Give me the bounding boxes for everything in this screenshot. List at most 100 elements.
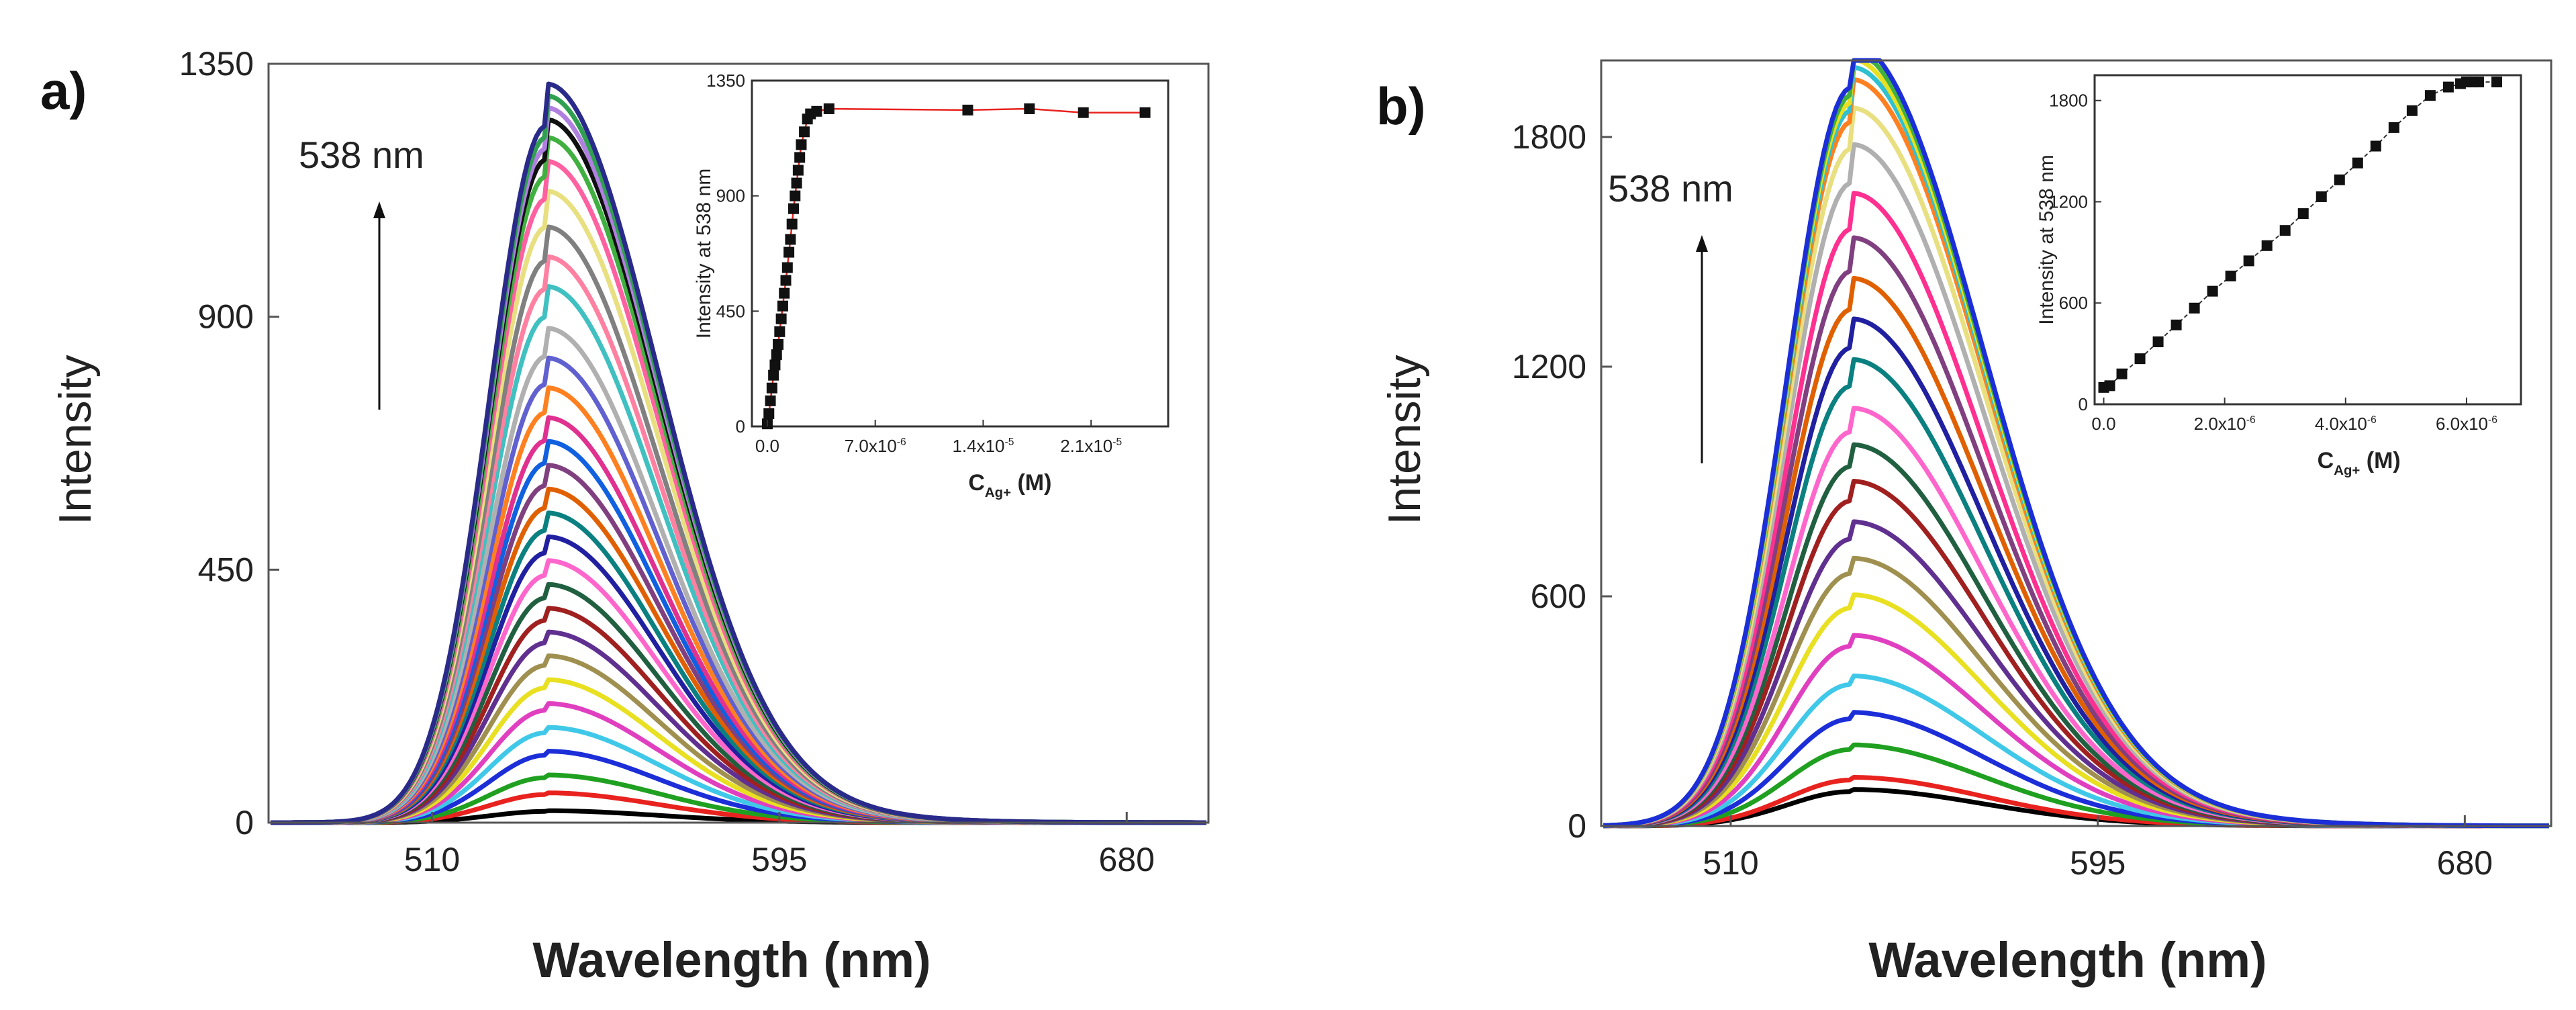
panel-b-x-tick-label-1: 595 [2070,844,2126,882]
panel-a-inset-frame [751,79,1170,428]
panel-b-inset-point-18 [2406,105,2418,116]
panel-b-arrow [1696,235,1708,463]
panel-a-x-axis-title: Wavelength (nm) [532,932,931,988]
panel-a-axes: 0 450 900 1350 510 595 680 [179,45,1155,878]
panel-b-inset-point-5 [2170,319,2182,330]
panel-a-inset-y-tick-label-3: 1350 [706,71,745,91]
panel-a-inset-point-5 [769,359,781,371]
panel-b-inset-frame [2093,74,2522,406]
panel-a-inset-point-22 [796,139,807,150]
panel-a-inset-point-14 [783,246,795,258]
panel-a-plot-frame [267,62,1210,824]
panel-b-inset-point-9 [2243,255,2254,267]
panel-a-inset-point-12 [780,275,792,286]
panel-a-inset-point-1 [763,408,775,419]
panel-a-chart: a) Intensity Wavelength (nm) 0 450 900 1350… [40,45,1210,988]
panel-b-x-tick-label-0: 510 [1703,844,1758,882]
panel-b-inset-point-10 [2261,240,2273,251]
panel-b-inset-point-13 [2316,191,2327,202]
panel-a-inset-point-31 [1139,107,1151,118]
panel-a-inset-point-8 [774,326,785,337]
panel-b-inset-point-11 [2279,225,2291,236]
panel-b-inset-point-16 [2370,140,2381,152]
panel-a-y-tick-label-2: 900 [198,298,254,336]
panel-a-inset-point-30 [1078,107,1089,118]
panel-a-inset-x-tick-label-1: 7.0x10-6 [845,436,906,456]
panel-a-y-tick-label-0: 0 [235,804,254,841]
panel-b-inset-point-19 [2424,90,2436,101]
panel-b-inset-point-15 [2352,157,2363,169]
panel-b-inset-point-24 [2473,77,2484,88]
panel-b-inset-chart: 0 600 1200 1800 0.0 2.0x10-6 4.0x10-6 6.0x10-6 I… [2036,74,2522,478]
panel-b-inset-point-20 [2442,81,2454,93]
panel-a-inset-y-tick-label-1: 450 [716,301,745,321]
panel-b-inset-x-tick-label-2: 4.0x10-6 [2315,414,2377,434]
panel-a-label: a) [40,61,87,120]
panel-a-inset-point-2 [765,395,776,406]
panel-b-axes: 0 600 1200 1800 510 595 680 [1512,118,2493,882]
panel-b-spectrum-24 [1603,58,2549,829]
panel-b-inset-y-tick-label-2: 1200 [2049,191,2088,212]
panel-a-inset-point-3 [766,382,777,394]
panel-b-inset-point-4 [2152,336,2164,348]
panel-a-peak-annotation: 538 nm [299,134,424,176]
panel-a-inset-y-tick-label-0: 0 [736,416,745,437]
panel-a-inset-point-27 [823,103,834,114]
panel-a-inset-point-26 [811,105,822,117]
panel-a-inset-y-tick-label-2: 900 [716,186,745,206]
panel-a-inset-point-16 [786,218,798,230]
panel-a-inset-x-tick-label-2: 1.4x10-5 [952,436,1014,456]
panel-b-inset-point-25 [2491,77,2502,88]
panel-b-inset-point-1 [2104,380,2115,392]
panel-a-inset-point-19 [791,177,802,189]
panel-b-inset-point-2 [2116,368,2128,379]
panel-a-inset-point-13 [781,262,793,273]
panel-b-x-axis-title: Wavelength (nm) [1868,932,2267,988]
panel-b-inset-point-6 [2189,302,2200,314]
panel-a-x-tick-label-1: 595 [751,841,807,878]
panel-a-inset-point-7 [773,338,784,350]
panel-a-inset-point-10 [777,300,788,312]
panel-b-label: b) [1376,77,1426,136]
panel-b-chart: b) Intensity Wavelength (nm) 0 600 1200 180… [1376,58,2553,988]
panel-a-inset-point-21 [794,152,806,163]
panel-a-inset-x-tick-label-3: 2.1x10-5 [1060,436,1122,456]
panel-b-y-tick-label-0: 0 [1568,807,1586,845]
panel-b-plot-frame [1600,59,2553,827]
panel-a-inset-point-15 [785,234,796,245]
panel-b-inset-y-tick-label-0: 0 [2079,394,2088,414]
panel-b-inset-point-17 [2388,122,2399,133]
panel-b-inset-x-tick-label-0: 0.0 [2091,414,2115,434]
panel-a-x-tick-label-0: 510 [404,841,460,878]
panel-b-inset-x-axis-title: CAg+ (M) [2318,448,2401,478]
panel-a-inset-point-17 [788,203,799,214]
panel-a-inset-chart: 0 450 900 1350 0.0 7.0x10-6 1.4x10-5 2.1x10-5 In… [693,71,1170,500]
panel-b-peak-annotation: 538 nm [1608,167,1733,210]
panel-b-y-axis-title: Intensity [1379,355,1430,524]
panel-a-inset-point-11 [779,287,790,299]
panel-a-y-tick-label-1: 450 [198,551,254,588]
panel-a-inset-point-29 [1024,103,1035,114]
panel-b-inset-x-tick-label-1: 2.0x10-6 [2194,414,2256,434]
panel-b-inset-point-12 [2297,208,2309,220]
panel-a-inset-point-4 [768,369,779,381]
panel-a-inset-y-axis-title: Intensity at 538 nm [693,169,715,338]
panel-a-inset-point-6 [771,349,782,361]
panel-a-arrow [373,201,385,410]
panel-b-y-tick-label-2: 1200 [1512,348,1586,385]
panel-a-inset-x-axis-title: CAg+ (M) [968,470,1051,500]
panel-b-inset-point-7 [2207,285,2218,297]
panel-b-inset-point-8 [2225,271,2236,282]
panel-a-y-axis-title: Intensity [50,355,101,524]
panel-a-inset-point-18 [790,190,801,201]
panel-b-y-tick-label-3: 1800 [1512,118,1586,156]
panel-a-y-tick-label-3: 1350 [179,45,254,83]
panel-a-inset-point-20 [792,165,804,176]
panel-a-inset-x-tick-label-0: 0.0 [755,436,779,456]
panel-b-inset-point-3 [2134,353,2146,365]
panel-b-x-tick-label-2: 680 [2437,844,2493,882]
panel-a-inset-point-9 [775,313,787,324]
panel-a-inset-point-23 [799,126,810,138]
panel-b-inset-y-tick-label-1: 600 [2059,293,2088,313]
